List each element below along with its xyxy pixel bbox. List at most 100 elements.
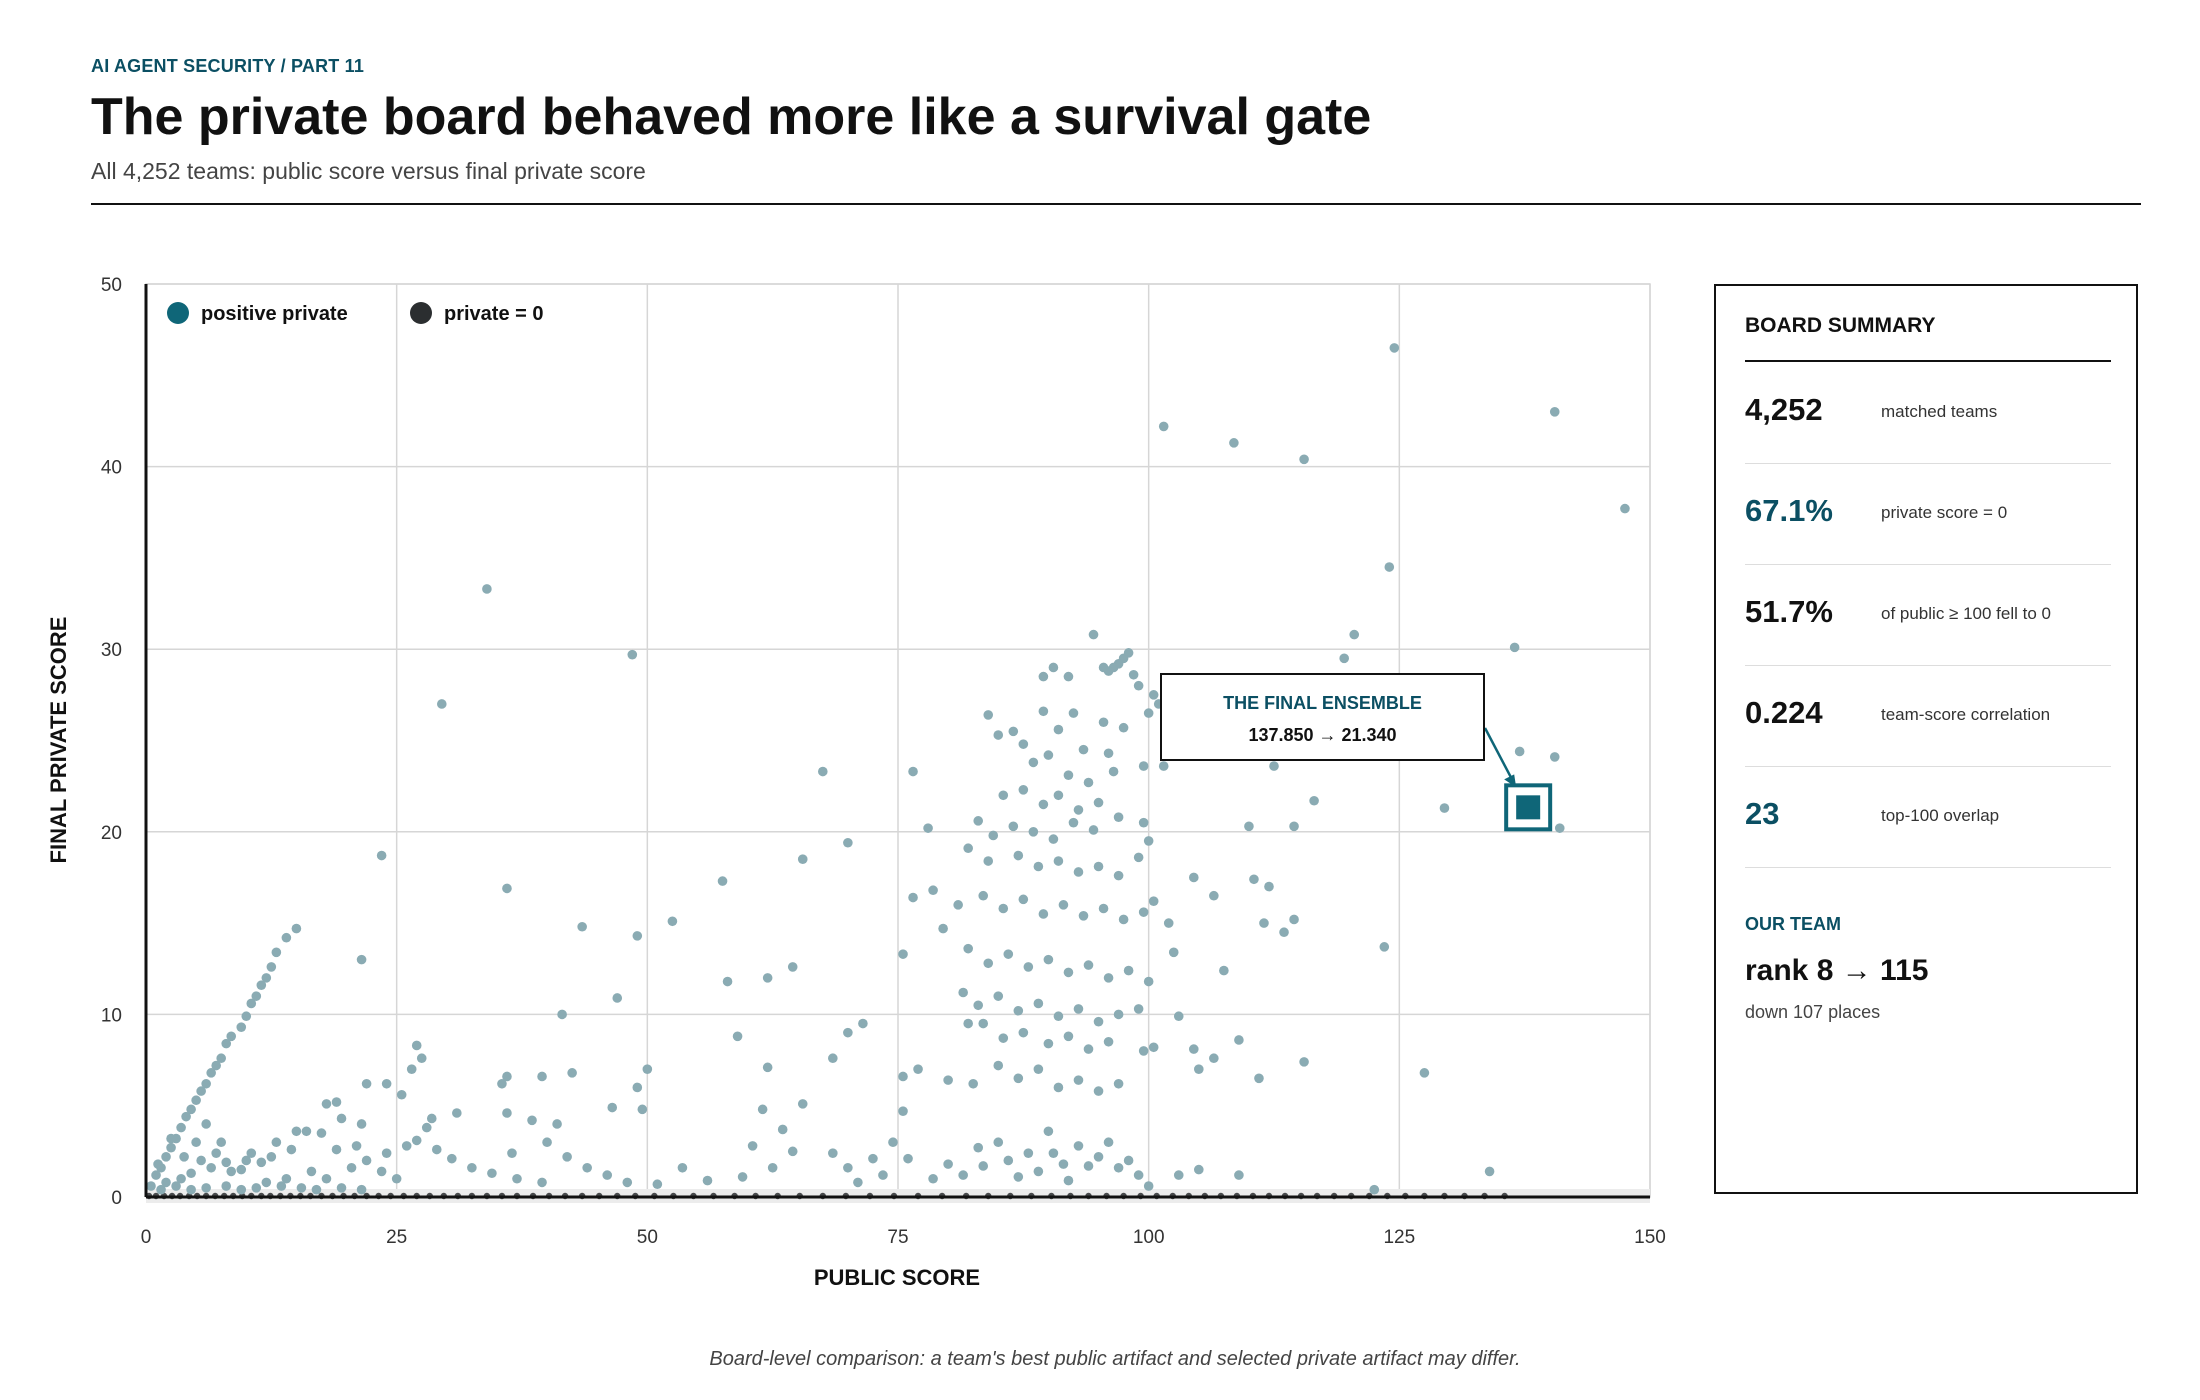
- data-point: [1058, 900, 1069, 910]
- chart-axes: [144, 284, 1650, 1199]
- data-point: [973, 1142, 984, 1153]
- data-point: [843, 837, 853, 848]
- data-point: [396, 1089, 407, 1100]
- data-point: [1143, 836, 1154, 846]
- data-point: [1033, 1166, 1044, 1177]
- data-point: [331, 1144, 342, 1155]
- data-point: [1068, 708, 1079, 718]
- data-point: [206, 1162, 216, 1173]
- data-point: [1143, 976, 1154, 987]
- data-point: [1244, 821, 1254, 832]
- data-point: [356, 1119, 367, 1129]
- data-point: [411, 1040, 422, 1051]
- data-point: [146, 1181, 156, 1191]
- data-point: [983, 856, 994, 866]
- data-point: [762, 1062, 773, 1073]
- y-tick-label: 0: [111, 1188, 122, 1209]
- data-point: [376, 850, 387, 861]
- data-point: [1133, 852, 1144, 863]
- data-point: [903, 1153, 913, 1164]
- stat-value: 23: [1745, 796, 1780, 831]
- data-point: [632, 1082, 643, 1093]
- data-point: [191, 1137, 201, 1148]
- data-point: [1088, 825, 1099, 835]
- data-point: [943, 1075, 953, 1085]
- data-point: [1299, 454, 1309, 465]
- data-point: [993, 991, 1004, 1001]
- data-point: [1188, 872, 1199, 883]
- data-point: [667, 916, 678, 927]
- data-point: [1234, 1170, 1244, 1180]
- data-point: [156, 1184, 166, 1195]
- data-point: [677, 1162, 688, 1173]
- data-point: [1058, 1159, 1069, 1169]
- data-point: [898, 1106, 908, 1116]
- data-point: [1514, 746, 1525, 757]
- x-tick-label: 100: [1133, 1227, 1165, 1248]
- data-point: [787, 1146, 798, 1157]
- kicker: AI AGENT SECURITY / PART 11: [91, 56, 365, 76]
- data-point: [251, 1183, 262, 1193]
- data-point: [898, 949, 908, 959]
- data-point: [316, 1128, 327, 1138]
- data-point: [1078, 744, 1089, 755]
- stat-top100-overlap: 23 top-100 overlap: [1745, 766, 2111, 868]
- data-point: [928, 1173, 938, 1184]
- data-point: [1379, 942, 1390, 952]
- data-point: [191, 1095, 201, 1106]
- data-point: [1123, 965, 1134, 976]
- data-point: [1093, 861, 1104, 872]
- data-point: [1098, 903, 1109, 914]
- data-point: [1128, 669, 1139, 680]
- data-point: [1018, 739, 1029, 749]
- data-point: [1023, 1148, 1034, 1158]
- panel-title: BOARD SUMMARY: [1745, 314, 1936, 337]
- data-point: [1620, 503, 1630, 514]
- data-point: [467, 1162, 477, 1173]
- data-point: [381, 1148, 392, 1158]
- data-point: [1028, 827, 1039, 837]
- data-point: [246, 998, 257, 1009]
- x-axis-label: PUBLIC SCORE: [814, 1265, 980, 1290]
- data-point: [1289, 821, 1299, 832]
- data-point: [562, 1152, 572, 1162]
- data-point: [973, 816, 984, 826]
- data-point: [878, 1170, 888, 1180]
- data-point: [351, 1141, 362, 1151]
- x-tick-label: 125: [1383, 1227, 1415, 1248]
- data-point: [1194, 1064, 1204, 1074]
- data-point: [452, 1108, 462, 1118]
- data-point: [1013, 850, 1024, 861]
- data-point: [978, 1018, 989, 1029]
- data-point: [622, 1177, 633, 1188]
- data-point: [963, 843, 973, 854]
- data-point: [928, 885, 938, 896]
- data-point: [722, 976, 733, 987]
- data-point: [216, 1137, 226, 1148]
- data-point: [968, 1078, 978, 1089]
- data-point: [1309, 795, 1319, 806]
- data-point: [1063, 1175, 1074, 1186]
- stat-matched-teams: 4,252 matched teams: [1745, 362, 2111, 464]
- data-point: [1138, 817, 1149, 828]
- data-point: [607, 1102, 618, 1113]
- data-point: [497, 1078, 507, 1089]
- data-point: [767, 1162, 778, 1173]
- data-point: [632, 931, 643, 941]
- data-point: [241, 1011, 252, 1022]
- data-point: [1098, 662, 1109, 673]
- data-point: [336, 1183, 347, 1193]
- board-summary-panel: BOARD SUMMARY 4,252 matched teams 67.1% …: [1714, 284, 2138, 1194]
- data-point: [797, 1099, 808, 1109]
- data-point: [261, 1177, 272, 1188]
- data-point: [527, 1115, 537, 1126]
- data-point: [246, 1148, 257, 1158]
- data-point: [421, 1122, 432, 1133]
- data-point: [828, 1053, 838, 1064]
- data-point: [1509, 642, 1520, 653]
- data-point: [1369, 1184, 1380, 1195]
- data-point: [201, 1119, 211, 1129]
- data-point: [1108, 766, 1119, 777]
- panel-title-divider: [1745, 360, 2111, 362]
- data-point: [1234, 1035, 1244, 1045]
